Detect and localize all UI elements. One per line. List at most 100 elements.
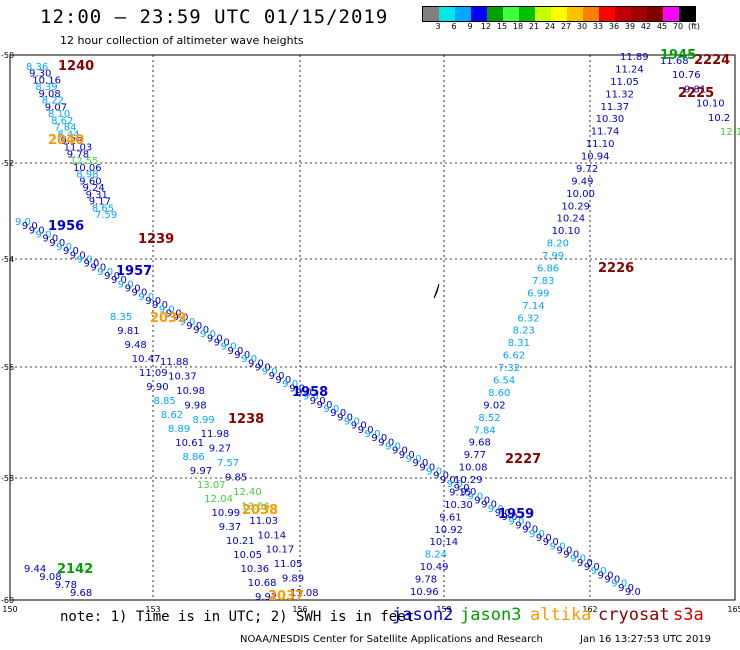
pass-time-label: 2227 bbox=[505, 452, 541, 467]
wave-height-value: 8.10 bbox=[48, 109, 70, 120]
colorbar-swatch bbox=[423, 7, 439, 21]
wave-height-value: 9.98 bbox=[184, 400, 206, 411]
wave-height-value: 10.68 bbox=[248, 578, 277, 589]
wave-height-value: 8.24 bbox=[425, 550, 447, 561]
track-marker: 9.0 bbox=[358, 425, 374, 436]
track-marker: 9.0 bbox=[515, 521, 531, 532]
wave-height-value: 10.05 bbox=[233, 550, 262, 561]
lon-label: 162 bbox=[582, 605, 597, 614]
track-marker: 9.0 bbox=[22, 221, 38, 232]
track-marker: 9.0 bbox=[399, 450, 415, 461]
wave-height-value: 9.81 bbox=[684, 84, 706, 95]
colorbar-swatch bbox=[535, 7, 551, 21]
wave-height-value: 13.07 bbox=[197, 480, 226, 491]
track-marker: 9.0 bbox=[221, 342, 237, 353]
wave-height-value: 8.35 bbox=[110, 312, 132, 323]
credit-line: NOAA/NESDIS Center for Satellite Applica… bbox=[240, 634, 543, 645]
wave-height-value: 10.96 bbox=[410, 587, 439, 598]
track-marker: 9.0 bbox=[262, 367, 278, 378]
track-marker: 9.0 bbox=[241, 354, 257, 365]
colorbar-swatch bbox=[599, 7, 615, 21]
colorbar-label: 36 bbox=[608, 22, 620, 31]
track-marker: 9.0 bbox=[282, 379, 298, 390]
wave-height-value: 11.74 bbox=[591, 127, 620, 138]
colorbar-swatch bbox=[679, 7, 695, 21]
track-marker: 9.0 bbox=[15, 217, 31, 228]
colorbar-swatch bbox=[487, 7, 503, 21]
track-marker: 9.0 bbox=[536, 533, 552, 544]
colorbar-label: 3 bbox=[435, 22, 441, 31]
track-marker: 9.0 bbox=[317, 400, 333, 411]
wave-height-value: 7.84 bbox=[474, 425, 496, 436]
track-marker: 9.0 bbox=[563, 550, 579, 561]
wave-height-value: 10.29 bbox=[561, 201, 590, 212]
colorbar-label: (ft) bbox=[687, 22, 701, 31]
wave-height-value: 8.89 bbox=[168, 424, 190, 435]
colorbar-swatch bbox=[439, 7, 455, 21]
wave-height-value: 9.89 bbox=[282, 574, 304, 585]
wave-height-value: 7.57 bbox=[217, 458, 239, 469]
colorbar-label: 33 bbox=[592, 22, 604, 31]
wave-height-value: 9.31 bbox=[86, 190, 108, 201]
track-marker: 9.0 bbox=[289, 383, 305, 394]
wave-height-value: 8.98 bbox=[76, 170, 98, 181]
wave-height-value: 11.98 bbox=[201, 429, 230, 440]
track-marker: 9.0 bbox=[419, 462, 435, 473]
track-marker: 9.0 bbox=[193, 325, 209, 336]
colorbar-swatch bbox=[663, 7, 679, 21]
colorbar-swatch bbox=[455, 7, 471, 21]
track-marker: 9.0 bbox=[118, 279, 134, 290]
wave-height-value: 9.48 bbox=[125, 340, 147, 351]
track-marker: 9.0 bbox=[49, 238, 65, 249]
wave-height-value: 8.23 bbox=[513, 326, 535, 337]
pass-time-label: 2040 bbox=[48, 133, 84, 148]
track-marker: 9.0 bbox=[248, 358, 264, 369]
wave-height-value: 9.24 bbox=[83, 183, 105, 194]
colorbar-label: 18 bbox=[512, 22, 524, 31]
colorbar-label: 45 bbox=[656, 22, 668, 31]
colorbar-label: 12 bbox=[480, 22, 492, 31]
wave-height-value: 8.62 bbox=[51, 116, 73, 127]
wave-height-value: 9.28 bbox=[61, 136, 83, 147]
pass-time-label: 1945 bbox=[660, 48, 696, 63]
wave-height-value: 10.30 bbox=[444, 500, 473, 511]
wave-height-value: 12.55 bbox=[70, 156, 99, 167]
legend-cryosat: cryosat bbox=[598, 605, 670, 625]
track-marker: 9.0 bbox=[200, 329, 216, 340]
wave-height-value: 8.39 bbox=[35, 82, 57, 93]
track-marker: 9.0 bbox=[104, 271, 120, 282]
wave-height-value: 10.16 bbox=[32, 76, 61, 87]
wave-height-value: 11.05 bbox=[274, 559, 303, 570]
track-marker: 9.0 bbox=[36, 230, 52, 241]
track-marker: 9.0 bbox=[365, 429, 381, 440]
wave-height-value: 6.86 bbox=[537, 264, 559, 275]
wave-height-value: 9.85 bbox=[225, 473, 247, 484]
track-marker: 9.0 bbox=[344, 417, 360, 428]
track-marker: 9.0 bbox=[577, 558, 593, 569]
track-marker: 9.0 bbox=[618, 583, 634, 594]
track-marker: 9.0 bbox=[269, 371, 285, 382]
lon-label: 153 bbox=[145, 605, 160, 614]
track-marker: 9.0 bbox=[440, 475, 456, 486]
lat-label: -54 bbox=[1, 255, 14, 264]
track-marker: 9.0 bbox=[207, 333, 223, 344]
track-marker: 9.0 bbox=[413, 458, 429, 469]
wave-height-value: 10.14 bbox=[430, 537, 459, 548]
track-marker: 9.0 bbox=[385, 442, 401, 453]
wave-height-value: 8.44 bbox=[57, 129, 79, 140]
wave-height-value: 11.89 bbox=[620, 52, 649, 63]
wave-height-value: 8.52 bbox=[478, 413, 500, 424]
track-marker: 9.0 bbox=[467, 491, 483, 502]
wave-height-value: 9.92 bbox=[255, 592, 277, 603]
wave-height-value: 9.78 bbox=[415, 575, 437, 586]
wave-height-value: 7.99 bbox=[542, 251, 564, 262]
track-marker: 9.0 bbox=[145, 296, 161, 307]
wave-height-value: 10.24 bbox=[557, 214, 586, 225]
wave-height-value: 11.37 bbox=[601, 102, 630, 113]
colorbar-label: 24 bbox=[544, 22, 556, 31]
wave-height-value: 9.37 bbox=[219, 522, 241, 533]
wave-height-value: 12.40 bbox=[233, 487, 262, 498]
colorbar-label: 42 bbox=[640, 22, 652, 31]
wave-height-value: 6.62 bbox=[503, 351, 525, 362]
